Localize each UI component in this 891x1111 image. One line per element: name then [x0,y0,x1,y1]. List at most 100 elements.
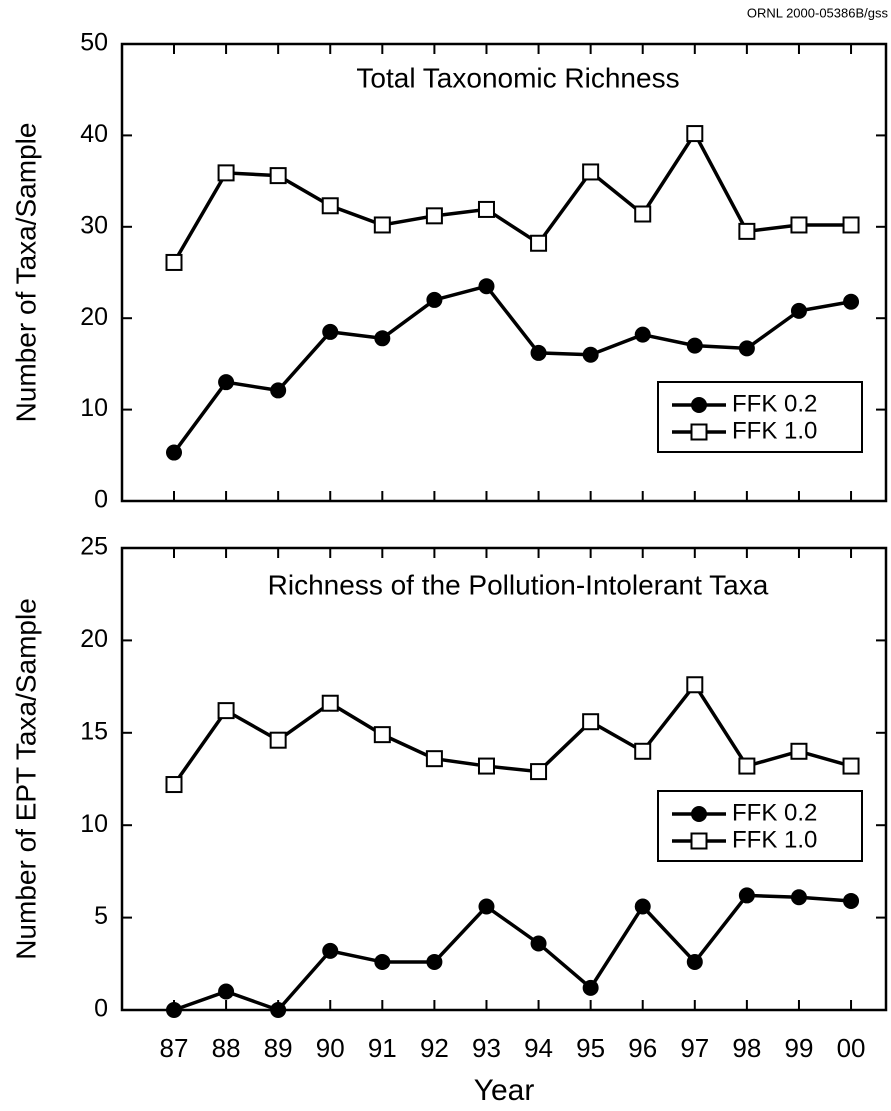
y-tick-label: 10 [80,394,108,422]
point [322,942,339,959]
point [790,889,807,906]
point [218,983,235,1000]
y-tick-label: 10 [80,810,108,838]
y-axis-label: Number of EPT Taxa/Sample [10,598,41,960]
point [790,302,807,319]
x-tick-label: 89 [264,1033,293,1063]
y-tick-label: 0 [94,995,108,1023]
figure-id: ORNL 2000-05386B/gss [747,5,889,20]
series-line [172,284,852,454]
point [373,726,391,744]
legend-marker [690,423,708,441]
y-tick-label: 25 [80,533,108,561]
x-tick-label: 91 [368,1033,397,1063]
point [373,216,391,234]
point [321,694,339,712]
x-tick-label: 00 [837,1033,866,1063]
x-tick-label: 87 [160,1033,189,1063]
point [790,216,808,234]
point [374,953,391,970]
point [843,293,860,310]
point [582,979,599,996]
y-tick-label: 0 [94,486,108,514]
point [686,337,703,354]
y-tick-label: 20 [80,625,108,653]
point [165,776,183,794]
point [166,444,182,461]
point [425,750,443,768]
y-tick-label: 40 [80,120,108,148]
point [738,340,755,357]
point [790,742,808,760]
point [843,892,860,909]
point [478,898,495,915]
point [425,207,443,225]
point [269,167,287,185]
point [477,757,495,775]
legend-label: FFK 0.2 [732,799,817,826]
plot-frame [120,42,888,503]
point [477,200,495,218]
chart-title: Richness of the Pollution-Intolerant Tax… [268,569,769,600]
point [842,216,860,234]
point [321,197,339,215]
chart-title: Total Taxonomic Richness [356,62,679,93]
x-tick-label: 93 [472,1033,501,1063]
x-tick-label: 98 [732,1033,761,1063]
legend-marker [691,806,707,822]
point [530,935,547,952]
point [217,164,235,182]
point [738,887,755,904]
x-tick-label: 95 [576,1033,605,1063]
point [738,757,756,775]
y-tick-label: 15 [80,717,108,745]
series-line [172,130,852,264]
point [686,953,703,970]
point [374,330,391,347]
point [478,278,495,295]
y-axis-label: Number of Taxa/Sample [10,123,41,423]
point [269,731,287,749]
y-tick-label: 50 [80,29,108,57]
point [530,344,547,361]
x-tick-label: 90 [316,1033,345,1063]
series-line [172,681,852,786]
legend-label: FFK 1.0 [732,826,817,853]
x-tick-label: 92 [420,1033,449,1063]
point [582,163,600,181]
x-tick-label: 96 [628,1033,657,1063]
y-tick-label: 5 [94,902,108,930]
x-tick-label: 88 [212,1033,241,1063]
point [634,898,651,915]
point [634,742,652,760]
point [582,713,600,731]
point [166,1002,182,1018]
point [686,125,704,143]
x-tick-label: 99 [784,1033,813,1063]
x-tick-label: 94 [524,1033,553,1063]
series-line [173,893,852,1013]
legend-marker [691,397,707,413]
point [322,323,339,340]
point [530,234,548,252]
plot-frame [120,546,888,1012]
point [426,953,443,970]
point [634,205,652,223]
x-tick-label: 97 [680,1033,709,1063]
x-axis-label: Year [474,1074,535,1107]
point [530,763,548,781]
point [165,253,183,271]
y-tick-label: 20 [80,303,108,331]
point [217,702,235,720]
point [842,757,860,775]
point [270,1002,287,1018]
point [218,374,235,391]
point [634,326,651,343]
point [582,346,599,363]
point [270,382,287,399]
point [738,222,756,240]
legend-marker [690,832,708,850]
legend-label: FFK 1.0 [732,417,817,444]
point [686,676,704,694]
